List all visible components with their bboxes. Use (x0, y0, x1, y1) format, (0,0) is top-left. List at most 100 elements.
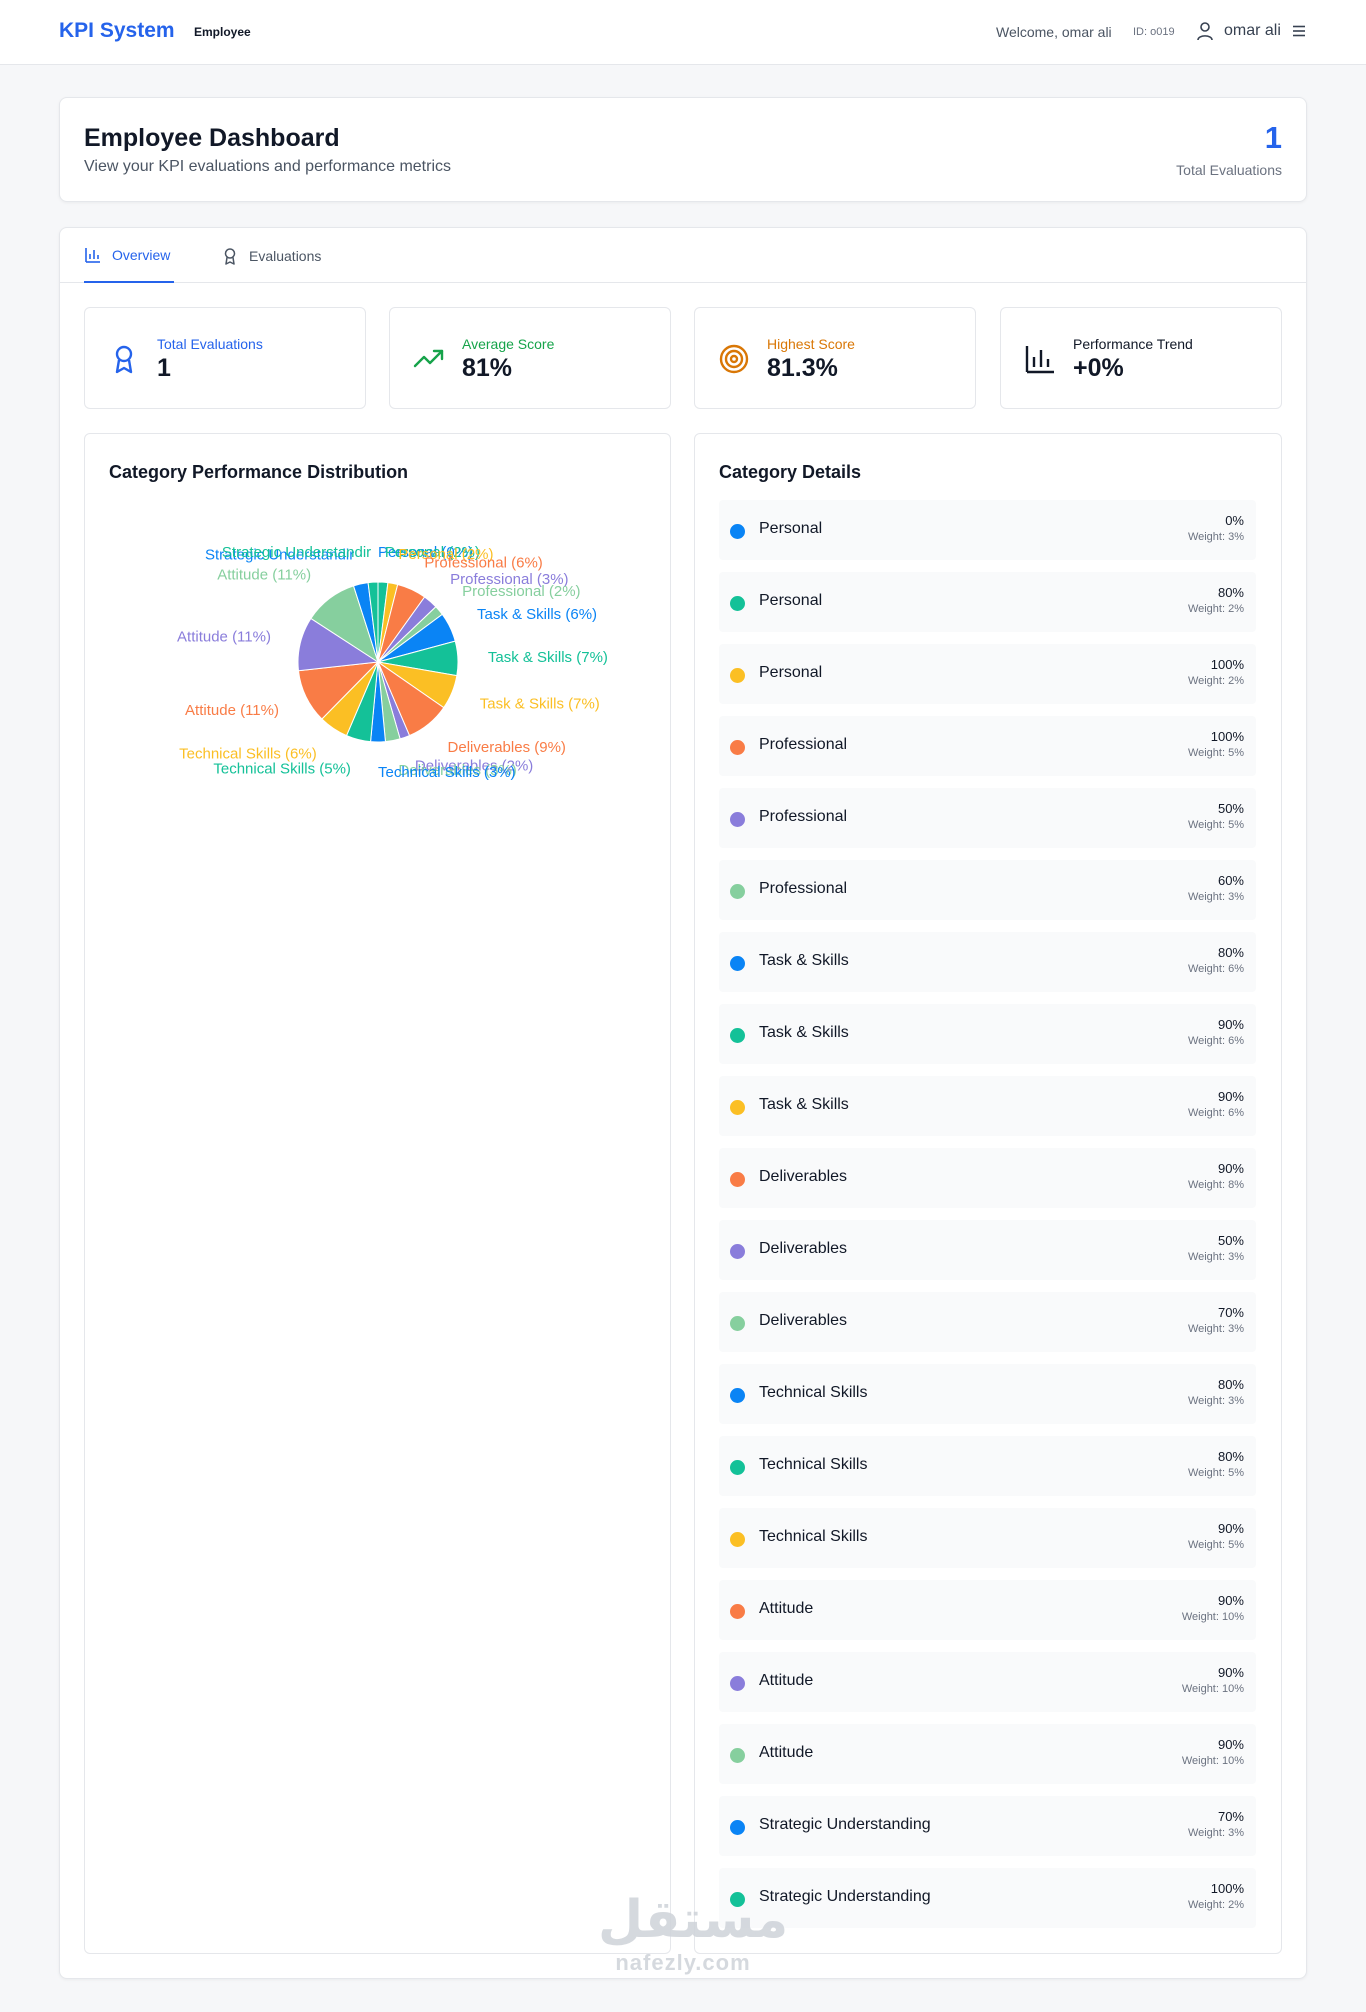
category-detail-row: Task & Skills 90% Weight: 6% (719, 1004, 1256, 1064)
category-name: Technical Skills (759, 1456, 868, 1473)
pie-label: Deliverables (3%) (398, 762, 516, 779)
category-detail-row: Strategic Understanding 70% Weight: 3% (719, 1796, 1256, 1856)
category-color-dot (730, 812, 745, 827)
role-label: Employee (194, 25, 251, 39)
pie-label: Attitude (11%) (177, 629, 271, 646)
pie-label: Technical Skills (3%) (378, 764, 516, 781)
category-percent: 80% (1217, 1377, 1244, 1392)
category-color-dot (730, 1820, 745, 1835)
total-evaluations-label: Total Evaluations (1176, 162, 1282, 178)
category-name: Personal (759, 664, 823, 681)
category-detail-row: Professional 60% Weight: 3% (719, 860, 1256, 920)
category-detail-row: Task & Skills 90% Weight: 6% (719, 1076, 1256, 1136)
username[interactable]: omar ali (1224, 22, 1281, 39)
category-color-dot (730, 1316, 745, 1331)
category-detail-row: Professional 50% Weight: 5% (719, 788, 1256, 848)
category-percent: 90% (1217, 1017, 1244, 1032)
category-detail-row: Personal 80% Weight: 2% (719, 572, 1256, 632)
category-percent: 90% (1217, 1665, 1244, 1680)
menu-icon[interactable] (1291, 23, 1307, 39)
total-evaluations-count: 1 (1264, 120, 1282, 155)
pie-label: Professional (6%) (424, 554, 542, 571)
category-name: Task & Skills (759, 1024, 849, 1041)
category-percent: 60% (1217, 873, 1244, 888)
category-percent: 70% (1217, 1809, 1244, 1824)
category-detail-row: Personal 0% Weight: 3% (719, 500, 1256, 560)
stat-label: Performance Trend (1073, 336, 1193, 352)
watermark-glyph: مستقل (598, 1890, 789, 1950)
category-weight: Weight: 2% (1187, 1899, 1244, 1911)
category-weight: Weight: 5% (1187, 747, 1244, 759)
category-color-dot (730, 1460, 745, 1475)
category-percent: 50% (1217, 1233, 1244, 1248)
pie-label: Professional (3%) (450, 571, 568, 588)
pie-label: Personal (2%) (385, 544, 480, 561)
brand-logo[interactable]: KPI System (59, 19, 175, 42)
category-weight: Weight: 10% (1181, 1755, 1244, 1767)
category-percent: 80% (1217, 945, 1244, 960)
stat-value: 81% (462, 354, 513, 382)
pie-label: Task & Skills (7%) (480, 696, 600, 713)
category-percent: 90% (1217, 1161, 1244, 1176)
category-color-dot (730, 1604, 745, 1619)
pie-label: Task & Skills (6%) (477, 606, 597, 623)
details-title: Category Details (719, 462, 862, 482)
category-color-dot (730, 884, 745, 899)
category-color-dot (730, 1532, 745, 1547)
category-weight: Weight: 3% (1187, 1251, 1244, 1263)
category-weight: Weight: 6% (1187, 963, 1244, 975)
category-color-dot (730, 524, 745, 539)
category-percent: 0% (1225, 513, 1244, 528)
category-detail-row: Technical Skills 80% Weight: 5% (719, 1436, 1256, 1496)
details-panel: Category Details Personal 0% Weight: 3% Per… (694, 433, 1282, 1954)
category-color-dot (730, 1172, 745, 1187)
category-name: Professional (759, 808, 848, 825)
category-weight: Weight: 2% (1187, 603, 1244, 615)
chart-title: Category Performance Distribution (109, 462, 409, 482)
category-name: Technical Skills (759, 1528, 868, 1545)
category-name: Deliverables (759, 1168, 848, 1185)
category-weight: Weight: 3% (1187, 1827, 1244, 1839)
category-weight: Weight: 5% (1187, 1467, 1244, 1479)
main-content-card: Overview Evaluations Total Evaluations 1… (59, 227, 1307, 1979)
category-color-dot (730, 1676, 745, 1691)
category-name: Technical Skills (759, 1384, 868, 1401)
category-color-dot (730, 1244, 745, 1259)
category-detail-row: Technical Skills 90% Weight: 5% (719, 1508, 1256, 1568)
pie-label: Deliverables (9%) (448, 739, 566, 756)
category-weight: Weight: 3% (1187, 891, 1244, 903)
category-weight: Weight: 5% (1187, 1539, 1244, 1551)
category-weight: Weight: 8% (1187, 1179, 1244, 1191)
tab-evaluations-label: Evaluations (249, 247, 322, 264)
page-subtitle: View your KPI evaluations and performanc… (84, 158, 451, 175)
category-detail-row: Professional 100% Weight: 5% (719, 716, 1256, 776)
category-weight: Weight: 3% (1187, 1323, 1244, 1335)
category-percent: 90% (1217, 1593, 1244, 1608)
pie-label: Technical Skills (6%) (179, 745, 317, 762)
pie-slice[interactable] (367, 581, 379, 663)
chart-panel: Category Performance Distribution Person… (84, 433, 671, 1954)
category-detail-row: Personal 100% Weight: 2% (719, 644, 1256, 704)
category-detail-row: Attitude 90% Weight: 10% (719, 1580, 1256, 1640)
tab-overview[interactable]: Overview (84, 228, 175, 283)
category-name: Professional (759, 736, 848, 753)
category-name: Strategic Understanding (759, 1888, 931, 1905)
category-percent: 100% (1210, 1881, 1244, 1896)
pie-label: Professional (2%) (462, 583, 580, 600)
category-weight: Weight: 6% (1187, 1107, 1244, 1119)
bar-chart-icon (1025, 346, 1054, 374)
top-navbar: KPI System Employee Welcome, omar ali ID… (0, 0, 1366, 65)
pie-label: Technical Skills (5%) (213, 761, 351, 778)
tab-evaluations[interactable]: Evaluations (221, 228, 321, 283)
category-color-dot (730, 1028, 745, 1043)
category-color-dot (730, 1748, 745, 1763)
category-percent: 80% (1217, 1449, 1244, 1464)
user-icon[interactable] (1196, 21, 1214, 41)
category-detail-row: Deliverables 70% Weight: 3% (719, 1292, 1256, 1352)
page-title: Employee Dashboard (84, 124, 340, 152)
tab-overview-label: Overview (112, 246, 171, 263)
pie-label: Attitude (11%) (217, 567, 311, 584)
pie-label: Personal (0%) (378, 544, 473, 561)
category-name: Professional (759, 880, 848, 897)
pie-label: Deliverables (2%) (415, 758, 533, 775)
